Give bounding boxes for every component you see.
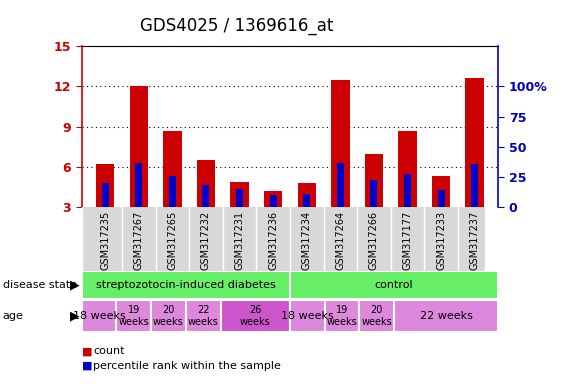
- Bar: [359, 300, 394, 332]
- Text: GSM317234: GSM317234: [302, 210, 312, 270]
- Text: ▶: ▶: [70, 278, 80, 291]
- Bar: [437, 190, 445, 207]
- Bar: [135, 163, 142, 207]
- Bar: [82, 271, 290, 299]
- Text: GDS4025 / 1369616_at: GDS4025 / 1369616_at: [140, 17, 333, 35]
- Bar: [297, 183, 316, 207]
- Bar: [82, 300, 117, 332]
- Text: 18 weeks: 18 weeks: [281, 311, 334, 321]
- Bar: [337, 163, 344, 207]
- Text: GSM317235: GSM317235: [100, 210, 110, 270]
- Bar: [221, 300, 290, 332]
- Text: GSM317233: GSM317233: [436, 210, 446, 270]
- Bar: [466, 78, 484, 207]
- Text: 20
weeks: 20 weeks: [153, 305, 184, 327]
- Bar: [169, 177, 176, 207]
- Bar: [432, 177, 450, 207]
- Bar: [290, 271, 498, 299]
- Bar: [331, 80, 350, 207]
- Text: 26
weeks: 26 weeks: [240, 305, 271, 327]
- Text: control: control: [375, 280, 413, 290]
- Text: ▶: ▶: [70, 310, 80, 323]
- Bar: [151, 300, 186, 332]
- Bar: [290, 300, 325, 332]
- Text: ■: ■: [82, 346, 92, 356]
- Text: streptozotocin-induced diabetes: streptozotocin-induced diabetes: [96, 280, 276, 290]
- Text: count: count: [93, 346, 124, 356]
- Text: 22
weeks: 22 weeks: [188, 305, 218, 327]
- Bar: [471, 164, 478, 207]
- Bar: [394, 300, 498, 332]
- Text: 22 weeks: 22 weeks: [420, 311, 472, 321]
- Text: GSM317231: GSM317231: [235, 210, 244, 270]
- Bar: [203, 184, 209, 207]
- Text: age: age: [3, 311, 24, 321]
- Bar: [365, 154, 383, 207]
- Text: 19
weeks: 19 weeks: [118, 305, 149, 327]
- Bar: [370, 180, 377, 207]
- Text: GSM317266: GSM317266: [369, 210, 379, 270]
- Bar: [96, 164, 114, 207]
- Bar: [117, 300, 151, 332]
- Text: GSM317237: GSM317237: [470, 210, 480, 270]
- Bar: [129, 86, 148, 207]
- Bar: [230, 182, 249, 207]
- Text: GSM317267: GSM317267: [134, 210, 144, 270]
- Text: ■: ■: [82, 361, 92, 371]
- Bar: [404, 174, 411, 207]
- Text: 20
weeks: 20 weeks: [361, 305, 392, 327]
- Bar: [236, 189, 243, 207]
- Text: GSM317177: GSM317177: [403, 210, 413, 270]
- Text: GSM317232: GSM317232: [201, 210, 211, 270]
- Bar: [163, 131, 182, 207]
- Bar: [303, 194, 310, 207]
- Bar: [196, 161, 215, 207]
- Text: GSM317236: GSM317236: [268, 210, 278, 270]
- Text: percentile rank within the sample: percentile rank within the sample: [93, 361, 281, 371]
- Bar: [325, 300, 359, 332]
- Text: GSM317264: GSM317264: [336, 210, 345, 270]
- Bar: [102, 183, 109, 207]
- Text: GSM317265: GSM317265: [167, 210, 177, 270]
- Text: 19
weeks: 19 weeks: [327, 305, 358, 327]
- Text: disease state: disease state: [3, 280, 77, 290]
- Bar: [270, 195, 276, 207]
- Bar: [264, 191, 283, 207]
- Bar: [186, 300, 221, 332]
- Text: 18 weeks: 18 weeks: [73, 311, 126, 321]
- Bar: [398, 131, 417, 207]
